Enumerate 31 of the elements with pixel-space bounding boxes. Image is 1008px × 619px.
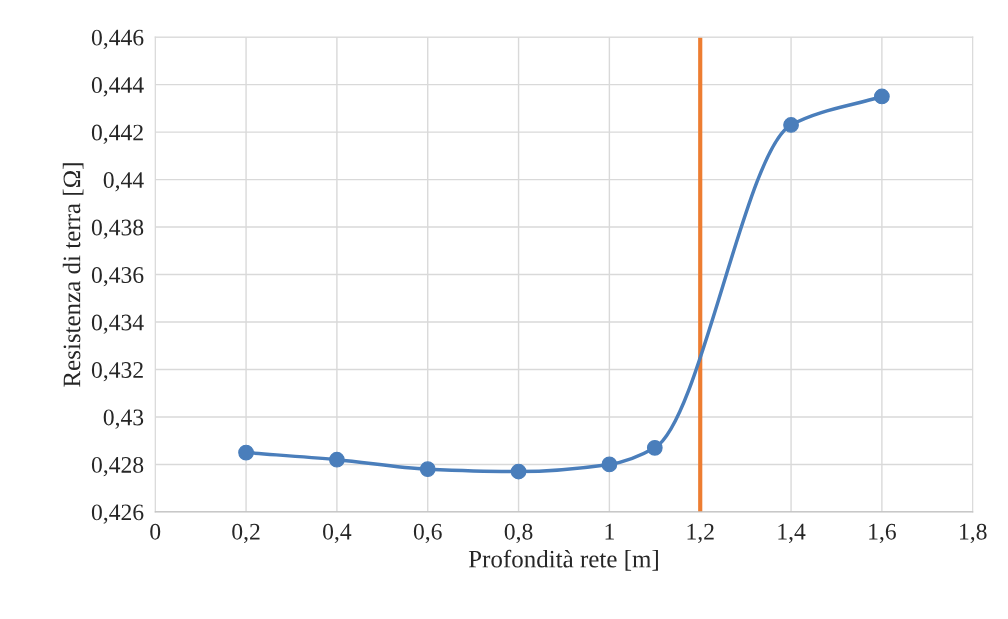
y-tick-label: 0,442 bbox=[91, 124, 143, 144]
x-tick-label: 1,4 bbox=[778, 523, 806, 544]
x-tick-label: 1,6 bbox=[869, 523, 896, 544]
point bbox=[329, 451, 345, 468]
y-tick-label: 0,446 bbox=[91, 29, 144, 49]
x-tick-label: 1 bbox=[605, 523, 614, 540]
x-tick-label: 0,2 bbox=[232, 523, 260, 544]
x-axis-title: Profondità rete [m] bbox=[468, 549, 658, 571]
point bbox=[601, 456, 618, 473]
y-tick-label: 0,434 bbox=[91, 314, 144, 334]
point bbox=[419, 461, 436, 478]
point bbox=[238, 444, 254, 461]
point bbox=[646, 439, 663, 456]
y-tick-label: 0,436 bbox=[91, 267, 144, 287]
x-tick-label: 0 bbox=[150, 523, 161, 540]
y-tick-label: 0,444 bbox=[91, 77, 144, 97]
y-axis-title: Resistenza di terra [Ω] bbox=[62, 163, 84, 387]
point bbox=[783, 117, 799, 133]
y-tick-label: 0,44 bbox=[103, 172, 144, 192]
y-tick-label: 0,428 bbox=[91, 456, 144, 477]
y-tick-label: 0,438 bbox=[91, 219, 144, 239]
point bbox=[510, 463, 527, 480]
y-tick-label: 0,426 bbox=[91, 504, 144, 524]
x-tick-label: 0,6 bbox=[413, 523, 442, 544]
y-tick-label: 0,432 bbox=[91, 361, 143, 382]
x-tick-label: 1,2 bbox=[687, 523, 714, 544]
point bbox=[874, 88, 890, 105]
x-tick-label: 0,4 bbox=[323, 523, 352, 544]
y-tick-label: 0,43 bbox=[103, 409, 144, 429]
x-tick-label: 0,8 bbox=[504, 523, 533, 544]
x-tick-label: 1,8 bbox=[960, 523, 987, 544]
